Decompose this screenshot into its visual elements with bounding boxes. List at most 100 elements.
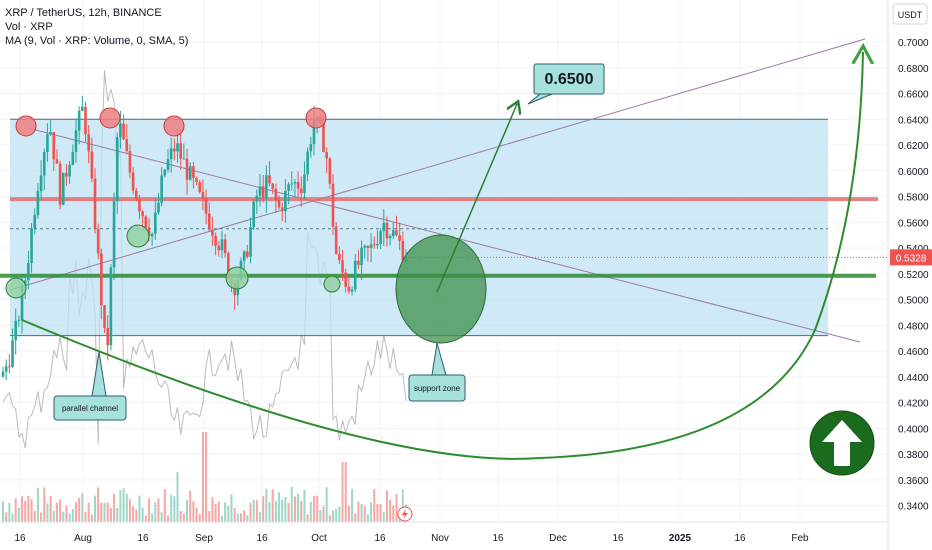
volume-bar xyxy=(106,502,109,522)
candle-body xyxy=(360,247,363,265)
volume-bar xyxy=(309,501,312,522)
candle-body xyxy=(246,251,249,257)
volume-bar xyxy=(132,506,135,522)
time-tick-label: 16 xyxy=(734,533,746,544)
candle-body xyxy=(1,371,5,377)
channel-callout[interactable] xyxy=(53,395,127,421)
volume-bar xyxy=(357,501,360,522)
volume-bar xyxy=(322,506,325,522)
volume-bar xyxy=(30,499,33,522)
volume-bar xyxy=(8,502,11,522)
volume-bar xyxy=(236,513,239,522)
volume-bar xyxy=(24,501,27,522)
candle-body xyxy=(201,191,205,198)
ascending-trendline xyxy=(9,38,866,291)
volume-bar xyxy=(157,498,160,522)
support-zone-text: support zone xyxy=(414,384,461,393)
candle-body xyxy=(96,228,100,254)
volume-bar xyxy=(201,432,204,522)
volume-bar xyxy=(370,502,373,522)
volume-bar xyxy=(5,512,8,522)
volume-bar xyxy=(379,504,382,522)
candle-body xyxy=(398,235,401,241)
volume-bar xyxy=(167,515,170,522)
candle-body xyxy=(372,244,376,246)
volume-bar xyxy=(17,507,20,522)
time-tick-label: Feb xyxy=(791,533,809,544)
volume-bar xyxy=(341,462,344,522)
candle-body xyxy=(299,188,303,193)
candle-body xyxy=(52,132,56,160)
volume-bar xyxy=(163,489,166,522)
currency-badge[interactable] xyxy=(892,3,928,25)
candle-body xyxy=(179,143,183,159)
drawings-front[interactable]: 0.6500 support zone parallel channel xyxy=(5,52,875,522)
price-tick-label: 0.6000 xyxy=(898,167,929,178)
support-touch-circle xyxy=(126,224,150,248)
candle-body xyxy=(207,213,211,230)
candle-body xyxy=(55,159,59,164)
candle-body xyxy=(366,245,370,249)
candle-body xyxy=(103,305,106,328)
volume-bar xyxy=(259,512,262,522)
volume-bar xyxy=(392,505,395,522)
candle-body xyxy=(100,253,103,306)
candle-body xyxy=(392,230,395,237)
volume-bar xyxy=(81,493,84,522)
time-tick-label: Oct xyxy=(311,533,327,544)
candle-body xyxy=(217,245,221,251)
volume-bar xyxy=(128,499,131,522)
time-tick-label: 16 xyxy=(374,533,386,544)
volume-bar xyxy=(385,490,388,522)
candle-body xyxy=(271,183,275,189)
cup-curve-arrow xyxy=(21,52,863,460)
candle-body xyxy=(382,222,386,232)
volume-bar xyxy=(65,505,68,522)
currency-label: USDT xyxy=(898,10,923,20)
candles xyxy=(1,95,408,381)
volume-bar xyxy=(176,472,179,522)
price-tick-label: 0.3400 xyxy=(898,502,929,513)
volume-bar xyxy=(11,513,14,522)
candle-body xyxy=(287,184,290,192)
time-tick-label: Aug xyxy=(74,533,92,544)
candle-body xyxy=(204,197,208,214)
candle-body xyxy=(33,215,37,229)
volume-bar xyxy=(192,501,195,522)
resistance-touch-circle xyxy=(163,115,185,137)
volume-bar xyxy=(300,500,303,522)
candle-body xyxy=(36,191,40,216)
candle-body xyxy=(192,166,195,178)
candle-body xyxy=(274,188,278,200)
candle-body xyxy=(363,245,367,248)
volume-bar xyxy=(211,497,214,522)
price-tick-label: 0.4200 xyxy=(898,399,929,410)
time-tick-label: Nov xyxy=(431,533,449,544)
support-zone-ellipse[interactable] xyxy=(395,234,487,344)
candle-body xyxy=(265,175,268,199)
volume-bar xyxy=(100,502,103,522)
candle-body xyxy=(284,191,287,212)
candle-body xyxy=(242,251,246,261)
volume-bar xyxy=(68,513,71,522)
volume-bar xyxy=(265,488,268,522)
volume-bar xyxy=(116,507,119,522)
volume-bar xyxy=(186,499,189,522)
candle-body xyxy=(322,122,325,153)
volume-bar xyxy=(230,494,233,522)
target-callout-box[interactable] xyxy=(533,63,605,95)
candle-body xyxy=(226,253,230,279)
candle-body xyxy=(74,130,78,153)
candle-body xyxy=(249,227,252,257)
volume-bar xyxy=(113,493,116,522)
current-price-label: 0.5328 xyxy=(896,253,927,264)
time-tick-label: 16 xyxy=(14,533,26,544)
candle-body xyxy=(211,229,214,236)
up-arrow-icon xyxy=(822,420,862,466)
candle-body xyxy=(112,201,116,268)
volume-bar xyxy=(173,496,176,522)
candle-body xyxy=(350,289,354,292)
price-tick-label: 0.4600 xyxy=(898,347,929,358)
volume-bar xyxy=(274,501,277,522)
